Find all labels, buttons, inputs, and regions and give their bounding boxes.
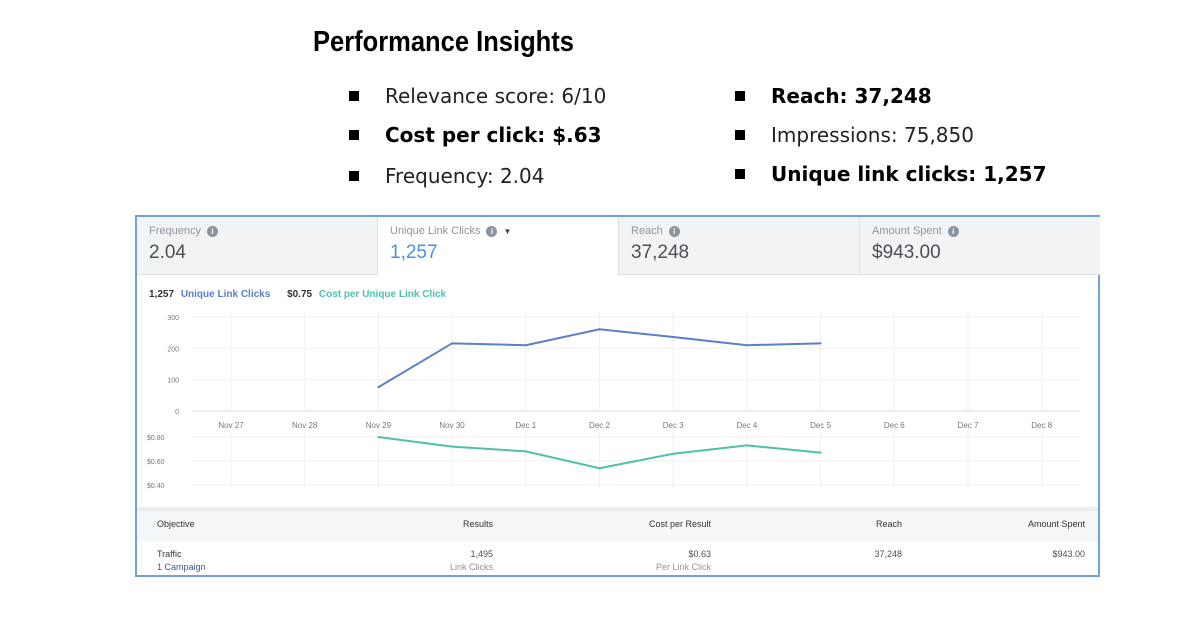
y-tick-label: $0.80 bbox=[147, 435, 165, 442]
y-tick-label: 0 bbox=[175, 409, 179, 416]
clicks-line-point bbox=[819, 342, 822, 345]
campaigns-link[interactable]: 1 Campaign bbox=[157, 562, 206, 572]
y-tick-label: 100 bbox=[167, 378, 179, 385]
tab-label: Reach bbox=[631, 225, 663, 237]
header-cost-per-result: Cost per Result bbox=[648, 519, 711, 529]
tab-amount-spent[interactable]: Amount Spent i $943.00 bbox=[860, 217, 1100, 275]
insight-clicks: Unique link clicks: 1,257 bbox=[735, 162, 1046, 186]
x-tick-label: Nov 28 bbox=[292, 421, 318, 430]
info-icon[interactable]: i bbox=[486, 225, 498, 237]
objective-value: Traffic bbox=[157, 549, 182, 559]
chart-legend: 1,257 Unique Link Clicks $0.75 Cost per … bbox=[149, 289, 450, 300]
reach-value: 37,248 bbox=[874, 549, 902, 559]
insights-chart: Nov 27 Nov 28 Nov 29 Nov 30 Dec 1 Dec 2 Dec 3 D… bbox=[147, 312, 1080, 490]
legend-cost-value: $0.75 bbox=[287, 289, 313, 300]
insight-frequency: Frequency: 2.04 bbox=[349, 164, 545, 188]
bullet-icon bbox=[735, 130, 745, 140]
bullet-icon bbox=[349, 91, 359, 101]
header-results: Results bbox=[462, 519, 493, 529]
cost-line-point bbox=[598, 467, 601, 470]
cost-line-point bbox=[451, 445, 454, 448]
clicks-line-point bbox=[598, 328, 601, 331]
clicks-line-point bbox=[672, 336, 675, 339]
cost-value: $0.63 bbox=[688, 549, 711, 559]
x-tick-label: Dec 5 bbox=[810, 421, 831, 430]
tab-value: 37,248 bbox=[631, 242, 690, 263]
tab-label: Unique Link Clicks bbox=[390, 225, 481, 237]
tab-frequency[interactable]: Frequency i 2.04 bbox=[137, 217, 378, 275]
cost-sub: Per Link Click bbox=[655, 562, 711, 572]
insight-cpc: Cost per click: $.63 bbox=[349, 123, 602, 147]
tab-value: 1,257 bbox=[390, 242, 438, 263]
insight-text: Unique link clicks: 1,257 bbox=[771, 162, 1047, 186]
insight-impressions: Impressions: 75,850 bbox=[735, 123, 974, 147]
results-sub: Link Clicks bbox=[449, 562, 493, 572]
clicks-line-point bbox=[451, 342, 454, 345]
page-title: Performance Insights bbox=[313, 26, 574, 58]
info-icon[interactable]: i bbox=[206, 225, 218, 237]
y-tick-label: 300 bbox=[167, 315, 179, 322]
legend-clicks-label: Unique Link Clicks bbox=[180, 289, 271, 300]
ads-insights-panel: Frequency i 2.04 Unique Link Clicks i ▼ 1,257… bbox=[135, 215, 1100, 577]
results-value: 1,495 bbox=[470, 549, 493, 559]
cost-line-point bbox=[819, 451, 822, 454]
bullet-icon bbox=[735, 91, 745, 101]
legend-clicks-value: 1,257 bbox=[149, 289, 175, 300]
clicks-line-point bbox=[377, 386, 380, 389]
dropdown-caret-icon[interactable]: ▼ bbox=[503, 226, 512, 236]
table-header bbox=[137, 507, 1098, 541]
spent-value: $943.00 bbox=[1052, 549, 1085, 559]
tab-value: $943.00 bbox=[872, 242, 941, 263]
x-tick-label: Dec 1 bbox=[515, 421, 536, 430]
cost-line-point bbox=[524, 450, 527, 453]
x-tick-label: Nov 29 bbox=[366, 421, 392, 430]
cost-line-point bbox=[672, 452, 675, 455]
insight-text: Cost per click: $.63 bbox=[385, 123, 602, 147]
y-tick-label: $0.60 bbox=[147, 459, 165, 466]
bullet-icon bbox=[349, 130, 359, 140]
y-tick-label: $0.40 bbox=[147, 483, 165, 490]
tab-reach[interactable]: Reach i 37,248 bbox=[619, 217, 860, 275]
insight-text: Impressions: 75,850 bbox=[771, 123, 974, 147]
x-tick-label: Dec 7 bbox=[958, 421, 979, 430]
insight-text: Reach: 37,248 bbox=[771, 84, 932, 108]
bullet-icon bbox=[735, 169, 745, 179]
x-tick-label: Dec 2 bbox=[589, 421, 610, 430]
results-table: Objective Results Cost per Result Reach … bbox=[137, 507, 1098, 577]
info-icon[interactable]: i bbox=[947, 225, 959, 237]
tab-unique-link-clicks[interactable]: Unique Link Clicks i ▼ 1,257 bbox=[378, 217, 619, 275]
x-tick-label: Nov 30 bbox=[439, 421, 465, 430]
tab-value: 2.04 bbox=[149, 242, 186, 263]
cost-line-point bbox=[377, 436, 380, 438]
x-tick-label: Dec 3 bbox=[663, 421, 684, 430]
clicks-line-point bbox=[745, 344, 748, 347]
header-objective: Objective bbox=[157, 519, 195, 529]
info-icon[interactable]: i bbox=[668, 225, 680, 237]
legend-cost-label: Cost per Unique Link Click bbox=[318, 289, 447, 300]
y-tick-label: 200 bbox=[167, 346, 179, 353]
tab-label: Frequency bbox=[149, 225, 201, 237]
x-tick-label: Nov 27 bbox=[218, 421, 244, 430]
insight-relevance: Relevance score: 6/10 bbox=[349, 84, 606, 108]
bullet-icon bbox=[349, 171, 359, 181]
x-tick-label: Dec 6 bbox=[884, 421, 905, 430]
x-tick-label: Dec 4 bbox=[736, 421, 757, 430]
header-reach: Reach bbox=[875, 519, 902, 529]
header-amount-spent: Amount Spent bbox=[1027, 519, 1085, 529]
insight-reach: Reach: 37,248 bbox=[735, 84, 932, 108]
cost-line-point bbox=[745, 444, 748, 447]
x-tick-label: Dec 8 bbox=[1031, 421, 1052, 430]
clicks-line-point bbox=[524, 344, 527, 347]
insight-text: Frequency: 2.04 bbox=[385, 164, 545, 188]
insight-text: Relevance score: 6/10 bbox=[385, 84, 607, 108]
tab-label: Amount Spent bbox=[872, 225, 942, 237]
